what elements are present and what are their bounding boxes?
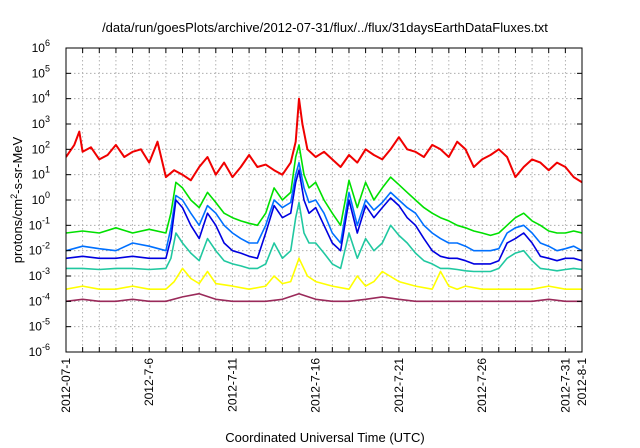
series-group bbox=[66, 97, 582, 303]
y-tick-label: 101 bbox=[32, 165, 50, 182]
series-line-4 bbox=[66, 169, 582, 265]
y-tick-base: 10 bbox=[32, 168, 46, 182]
y-tick-exp: 3 bbox=[45, 114, 50, 124]
x-axis-label: Coordinated Universal Time (UTC) bbox=[225, 430, 424, 445]
y-tick-exp: 1 bbox=[45, 165, 50, 175]
y-tick-base: 10 bbox=[29, 269, 43, 283]
y-tick-label: 103 bbox=[32, 114, 50, 131]
x-tick-label: 2012-8-1 bbox=[575, 358, 589, 406]
y-axis-label-main: protons/cm bbox=[10, 199, 25, 263]
series-line-3 bbox=[66, 161, 582, 252]
y-tick-label: 105 bbox=[32, 63, 50, 80]
y-tick-label: 10-1 bbox=[29, 215, 50, 232]
x-tick-label: 2012-07-1 bbox=[59, 358, 73, 413]
x-tick-label: 2012-7-6 bbox=[142, 358, 156, 406]
x-tick-label: 2012-7-31 bbox=[558, 358, 572, 413]
x-tick-label: 2012-7-26 bbox=[475, 358, 489, 413]
y-axis-label-sup: 2 bbox=[9, 194, 19, 199]
y-tick-label: 10-4 bbox=[29, 291, 50, 308]
x-tick-label: 2012-7-11 bbox=[225, 358, 239, 412]
y-tick-exp: -4 bbox=[42, 291, 50, 301]
y-axis-label: protons/cm2-s-sr-MeV bbox=[9, 136, 25, 263]
y-tick-exp: 2 bbox=[45, 139, 50, 149]
chart-title: /data/run/goesPlots/archive/2012-07-31/f… bbox=[102, 20, 548, 35]
y-tick-base: 10 bbox=[32, 92, 46, 106]
series-line-7 bbox=[66, 292, 582, 303]
y-tick-exp: -6 bbox=[42, 342, 50, 352]
y-tick-base: 10 bbox=[29, 294, 43, 308]
x-tick-label: 2012-7-16 bbox=[309, 358, 323, 413]
y-tick-exp: -1 bbox=[42, 215, 50, 225]
y-tick-label: 106 bbox=[32, 38, 50, 55]
y-tick-exp: 0 bbox=[45, 190, 50, 200]
y-tick-labels: 10-610-510-410-310-210-11001011021031041… bbox=[29, 38, 582, 359]
y-tick-exp: -3 bbox=[42, 266, 50, 276]
y-tick-label: 102 bbox=[32, 139, 50, 156]
y-tick-exp: -2 bbox=[42, 241, 50, 251]
y-tick-base: 10 bbox=[32, 117, 46, 131]
y-tick-base: 10 bbox=[29, 218, 43, 232]
x-tick-label: 2012-7-21 bbox=[392, 358, 406, 413]
y-tick-label: 104 bbox=[32, 89, 50, 106]
y-tick-label: 10-6 bbox=[29, 342, 50, 359]
series-line-2 bbox=[66, 144, 582, 237]
y-tick-base: 10 bbox=[29, 244, 43, 258]
y-tick-label: 100 bbox=[32, 190, 50, 207]
y-tick-exp: 6 bbox=[45, 38, 50, 48]
series-line-6 bbox=[66, 257, 582, 291]
y-tick-exp: -5 bbox=[42, 317, 50, 327]
y-tick-base: 10 bbox=[32, 41, 46, 55]
y-tick-base: 10 bbox=[29, 320, 43, 334]
y-tick-base: 10 bbox=[32, 142, 46, 156]
y-tick-base: 10 bbox=[32, 66, 46, 80]
series-line-1 bbox=[66, 97, 582, 184]
y-tick-label: 10-3 bbox=[29, 266, 50, 283]
y-tick-label: 10-2 bbox=[29, 241, 50, 258]
x-tick-labels: 2012-07-1 2012-7-6 2012-7-11 2012-7-16 2012-… bbox=[59, 48, 589, 413]
y-tick-exp: 4 bbox=[45, 89, 50, 99]
y-axis-label-tail: -s-sr-MeV bbox=[10, 136, 25, 193]
series-line-5 bbox=[66, 201, 582, 273]
y-tick-exp: 5 bbox=[45, 63, 50, 73]
y-tick-base: 10 bbox=[32, 193, 46, 207]
y-tick-label: 10-5 bbox=[29, 317, 50, 334]
y-tick-base: 10 bbox=[29, 345, 43, 359]
